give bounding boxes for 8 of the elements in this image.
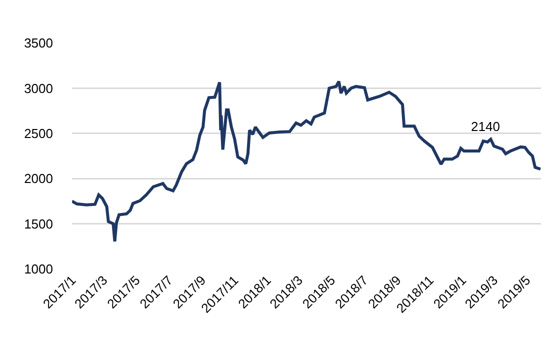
line-series	[72, 80, 541, 243]
y-tick-label: 3500	[24, 36, 53, 51]
y-tick-label: 2500	[24, 126, 53, 141]
y-tick-label: 1500	[24, 216, 53, 232]
y-tick-label: 2000	[24, 171, 53, 186]
annotation: 2140	[471, 119, 500, 134]
y-tick-label: 3000	[24, 80, 53, 96]
y-tick-label: 1000	[24, 262, 53, 277]
